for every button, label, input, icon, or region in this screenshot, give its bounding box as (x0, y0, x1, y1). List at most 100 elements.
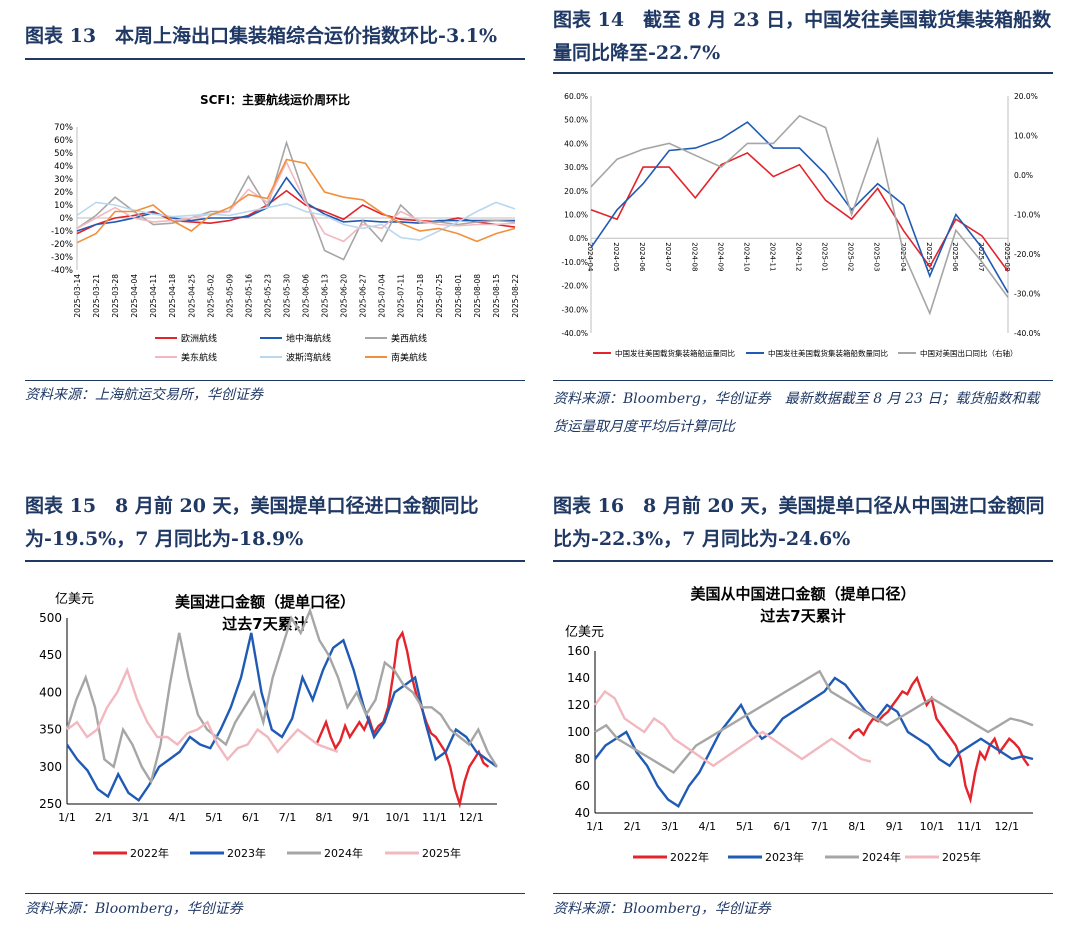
y-tick-label: 500 (39, 611, 62, 625)
x-tick-label: 2025-05-23 (263, 274, 272, 318)
x-tick-label: 2025-01 (821, 242, 829, 271)
y-left-tick-label: -20.0% (561, 282, 588, 291)
y-unit-label: 亿美元 (565, 625, 604, 640)
legend-label: 南美航线 (391, 352, 427, 364)
series-line-美东航线 (76, 160, 516, 243)
x-tick-label: 2024-05 (612, 242, 620, 271)
figure-15-title: 图表 15 8 月前 20 天，美国提单口径进口金额同比为-19.5%，7 月同… (25, 495, 479, 550)
chart-title-line: 过去7天累计 (222, 615, 307, 633)
series-line-2022年 (848, 675, 1030, 805)
legend-label: 2022年 (130, 846, 169, 860)
x-tick-label: 4/1 (168, 811, 186, 824)
y-tick-label: -20% (51, 240, 73, 250)
series-line-2024年 (594, 669, 1034, 775)
x-tick-label: 9/1 (352, 811, 370, 824)
y-tick-label: 0% (60, 214, 74, 224)
y-tick-label: 30% (54, 175, 73, 185)
legend-label: 2023年 (227, 846, 266, 860)
figure-16-source: 资料来源：Bloomberg，华创证券 (553, 901, 771, 917)
x-tick-label: 2025-05 (925, 242, 933, 271)
x-tick-label: 2024-08 (690, 242, 698, 271)
y-left-tick-label: 40.0% (564, 139, 588, 148)
y-right-tick-label: 0.0% (1014, 171, 1033, 180)
x-tick-label: 2025-04-11 (149, 274, 158, 318)
legend-label: 欧洲航线 (181, 333, 217, 345)
legend-label: 美东航线 (181, 352, 217, 364)
y-tick-label: 100 (567, 725, 590, 739)
x-tick-label: 2025-08-01 (454, 274, 463, 318)
x-tick-label: 2024-10 (742, 242, 750, 271)
y-left-tick-label: 50.0% (564, 116, 588, 125)
y-right-tick-label: -10.0% (1014, 211, 1041, 220)
y-right-tick-label: 10.0% (1014, 132, 1038, 141)
y-tick-label: 20% (54, 188, 73, 198)
x-tick-label: 2025-04-18 (168, 274, 177, 318)
x-tick-label: 2024-09 (716, 242, 724, 271)
x-tick-label: 10/1 (385, 811, 410, 824)
y-right-tick-label: -20.0% (1014, 250, 1041, 259)
x-tick-label: 7/1 (811, 820, 829, 833)
legend-label: 地中海航线 (286, 333, 331, 345)
figure-13: 图表 13 本周上海出口集装箱综合运价指数环比-3.1% (25, 20, 525, 53)
x-tick-label: 2025-05-16 (244, 274, 253, 318)
y-tick-label: 50% (54, 149, 73, 159)
series-line-2025年 (594, 689, 872, 768)
x-tick-label: 10/1 (920, 820, 945, 833)
series-line-2024年 (65, 607, 499, 785)
x-tick-label: 8/1 (315, 811, 333, 824)
x-tick-label: 2025-03-28 (111, 274, 120, 318)
x-tick-label: 2025-08-15 (492, 274, 501, 318)
figure-16-top-rule (553, 560, 1053, 562)
x-tick-label: 12/1 (994, 820, 1019, 833)
series-line-2025年 (66, 666, 339, 762)
y-tick-label: 60 (575, 779, 590, 793)
x-tick-label: 2025-06-27 (359, 274, 368, 318)
x-tick-label: 2025-03-21 (92, 274, 101, 318)
series-line-美西航线 (76, 139, 516, 261)
y-tick-label: 40 (575, 806, 590, 820)
x-tick-label: 2025-07-18 (416, 274, 425, 318)
y-unit-label: 亿美元 (55, 592, 94, 607)
y-tick-label: 250 (39, 797, 62, 811)
x-tick-label: 2024-06 (638, 242, 646, 272)
y-tick-label: 450 (39, 648, 62, 662)
chart-13-title: SCFI：主要航线运价周环比 (200, 92, 350, 107)
x-tick-label: 12/1 (459, 811, 484, 824)
x-tick-label: 1/1 (58, 811, 76, 824)
x-tick-label: 2025-04 (899, 242, 907, 272)
x-tick-label: 2025-05-09 (225, 274, 234, 318)
x-tick-label: 2/1 (624, 820, 642, 833)
y-tick-label: 40% (54, 162, 73, 172)
y-right-tick-label: -30.0% (1014, 290, 1041, 299)
y-tick-label: 140 (567, 671, 590, 685)
figure-14-title: 图表 14 截至 8 月 23 日，中国发往美国载货集装箱船数量同比降至-22.… (553, 9, 1052, 64)
y-left-tick-label: -40.0% (561, 329, 588, 338)
x-tick-label: 2025-06-06 (302, 274, 311, 318)
y-left-tick-label: 0.0% (569, 234, 588, 243)
legend-label: 中国对美国出口同比（右轴） (920, 348, 1018, 358)
figure-14: 图表 14 截至 8 月 23 日，中国发往美国载货集装箱船数量同比降至-22.… (553, 4, 1053, 70)
series-line-中国对美国出口同比（右轴） (590, 114, 1009, 316)
series-line-2022年 (315, 629, 490, 809)
figure-14-bottom-rule (553, 380, 1053, 381)
y-left-tick-label: 60.0% (564, 92, 588, 101)
x-tick-label: 2025-03 (873, 242, 881, 271)
series-line-中国发往美国载货集装箱船数量同比 (590, 121, 1009, 294)
x-tick-label: 2024-11 (768, 242, 776, 271)
x-tick-label: 11/1 (422, 811, 447, 824)
x-tick-label: 2025-06-13 (321, 274, 330, 318)
x-tick-label: 8/1 (848, 820, 866, 833)
figure-15-source: 资料来源：Bloomberg，华创证券 (25, 901, 243, 917)
x-tick-label: 6/1 (242, 811, 260, 824)
chart-title-line: 美国从中国进口金额（提单口径） (690, 585, 915, 603)
y-tick-label: 10% (54, 201, 73, 211)
figure-15: 图表 15 8 月前 20 天，美国提单口径进口金额同比为-19.5%，7 月同… (25, 490, 525, 556)
chart-14: 60.0% 50.0% 40.0% 30.0% 20.0% 10.0% 0.0% -10.0%… (561, 92, 1041, 358)
y-left-tick-label: 30.0% (564, 163, 588, 172)
x-tick-label: 2025-07-11 (397, 274, 406, 318)
x-tick-label: 2025-06-20 (340, 274, 349, 318)
y-tick-label: -40% (51, 266, 73, 276)
x-tick-label: 2025-03-14 (73, 274, 82, 318)
x-tick-label: 2025-06 (951, 242, 959, 272)
x-tick-label: 6/1 (773, 820, 791, 833)
